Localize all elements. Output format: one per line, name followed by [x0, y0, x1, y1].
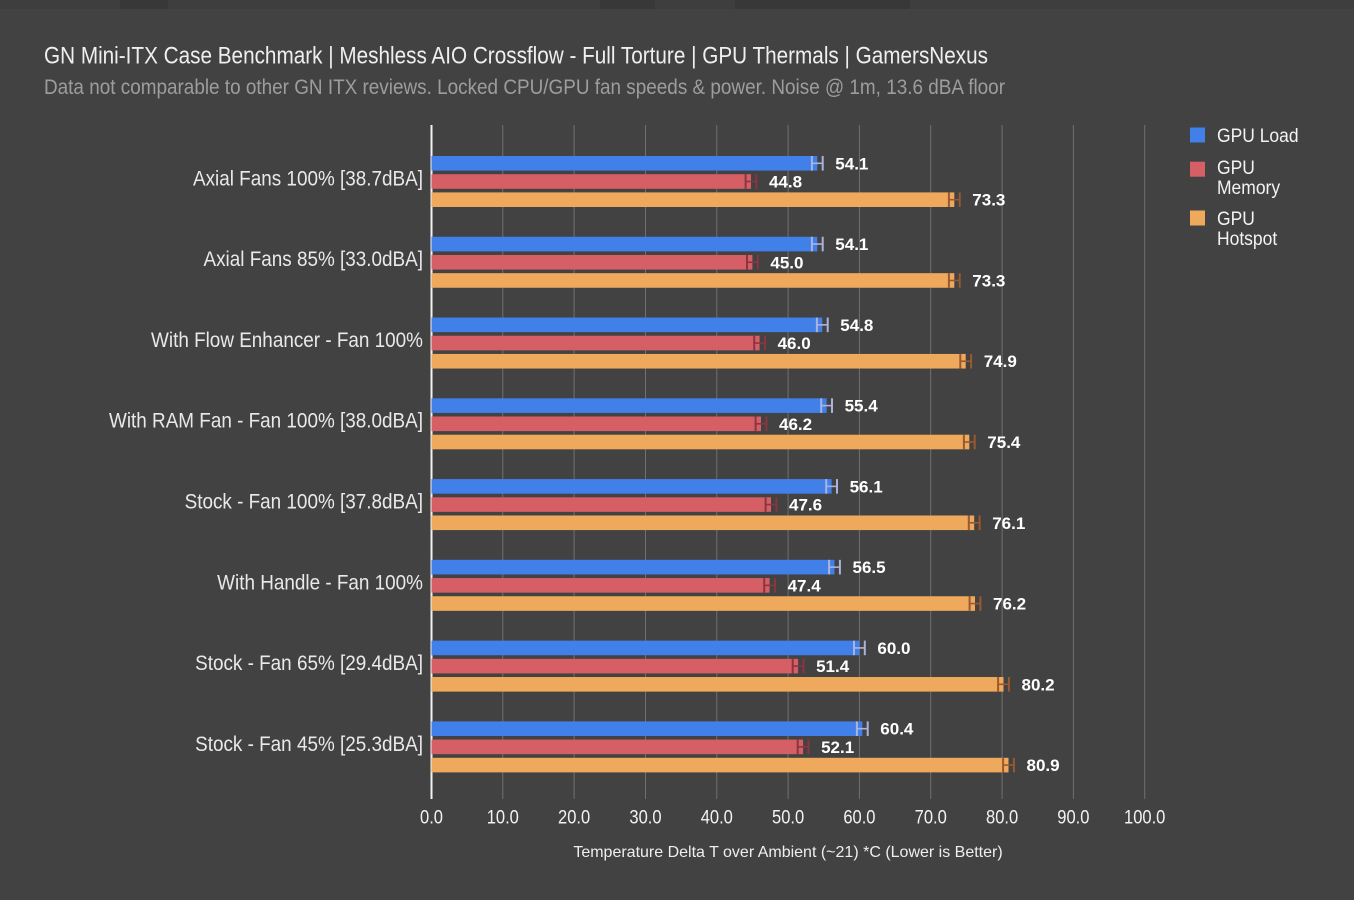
svg-text:70.0: 70.0 — [915, 806, 947, 827]
svg-text:20.0: 20.0 — [558, 806, 590, 827]
svg-text:GPU Load: GPU Load — [1217, 124, 1299, 146]
svg-text:80.0: 80.0 — [986, 806, 1018, 827]
svg-text:GPU: GPU — [1217, 157, 1255, 179]
svg-text:45.0: 45.0 — [770, 253, 803, 272]
svg-text:54.1: 54.1 — [835, 235, 868, 254]
svg-text:75.4: 75.4 — [987, 433, 1021, 452]
svg-text:GN Mini-ITX Case Benchmark | M: GN Mini-ITX Case Benchmark | Meshless AI… — [44, 43, 988, 70]
svg-text:Stock - Fan 100% [37.8dBA]: Stock - Fan 100% [37.8dBA] — [185, 491, 423, 514]
svg-text:Hotspot: Hotspot — [1217, 227, 1277, 249]
svg-text:47.4: 47.4 — [788, 576, 822, 595]
svg-text:46.0: 46.0 — [778, 334, 811, 353]
svg-text:56.5: 56.5 — [853, 558, 886, 577]
svg-text:76.1: 76.1 — [992, 514, 1025, 533]
svg-text:40.0: 40.0 — [701, 806, 733, 827]
svg-text:54.8: 54.8 — [840, 316, 873, 335]
svg-text:30.0: 30.0 — [629, 806, 661, 827]
svg-text:46.2: 46.2 — [779, 415, 812, 434]
svg-text:Stock - Fan 45% [25.3dBA]: Stock - Fan 45% [25.3dBA] — [195, 733, 423, 756]
svg-text:60.0: 60.0 — [877, 639, 910, 658]
svg-text:Stock - Fan 65% [29.4dBA]: Stock - Fan 65% [29.4dBA] — [195, 652, 423, 675]
svg-text:54.1: 54.1 — [835, 154, 868, 173]
svg-text:Axial Fans 100% [38.7dBA]: Axial Fans 100% [38.7dBA] — [193, 168, 423, 191]
svg-text:76.2: 76.2 — [993, 595, 1026, 614]
svg-text:56.1: 56.1 — [850, 477, 883, 496]
svg-text:Memory: Memory — [1217, 177, 1281, 199]
svg-text:Axial Fans 85% [33.0dBA]: Axial Fans 85% [33.0dBA] — [204, 248, 423, 271]
svg-text:73.3: 73.3 — [972, 271, 1005, 290]
svg-text:90.0: 90.0 — [1057, 806, 1089, 827]
svg-text:10.0: 10.0 — [487, 806, 519, 827]
svg-text:52.1: 52.1 — [821, 738, 854, 757]
svg-text:Temperature Delta T over Ambie: Temperature Delta T over Ambient (~21) *… — [573, 844, 1002, 861]
svg-text:With Handle - Fan 100%: With Handle - Fan 100% — [217, 571, 423, 594]
svg-text:44.8: 44.8 — [769, 173, 802, 192]
svg-text:47.6: 47.6 — [789, 496, 822, 515]
svg-text:With RAM Fan - Fan 100% [38.0d: With RAM Fan - Fan 100% [38.0dBA] — [109, 410, 423, 433]
svg-text:51.4: 51.4 — [816, 657, 850, 676]
svg-text:55.4: 55.4 — [845, 397, 879, 416]
svg-text:80.2: 80.2 — [1022, 675, 1055, 694]
svg-text:GPU: GPU — [1217, 207, 1255, 229]
svg-text:With Flow Enhancer - Fan 100%: With Flow Enhancer - Fan 100% — [151, 329, 423, 352]
svg-text:80.9: 80.9 — [1027, 756, 1060, 775]
svg-text:100.0: 100.0 — [1124, 806, 1165, 827]
svg-text:Data not comparable to other G: Data not comparable to other GN ITX revi… — [44, 76, 1005, 99]
svg-text:60.4: 60.4 — [880, 720, 914, 739]
svg-text:50.0: 50.0 — [772, 806, 804, 827]
svg-text:0.0: 0.0 — [420, 806, 443, 827]
svg-text:73.3: 73.3 — [972, 191, 1005, 210]
svg-text:74.9: 74.9 — [984, 352, 1017, 371]
svg-text:60.0: 60.0 — [843, 806, 875, 827]
